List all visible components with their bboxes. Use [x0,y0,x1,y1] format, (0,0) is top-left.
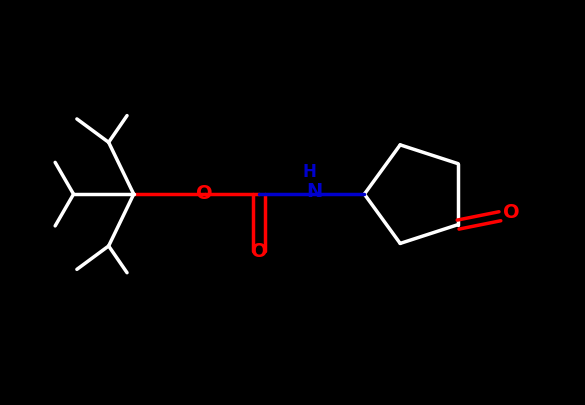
Text: H: H [302,163,316,181]
Text: O: O [503,203,520,222]
Text: N: N [306,182,322,201]
Text: O: O [251,242,267,261]
Text: O: O [197,184,213,203]
